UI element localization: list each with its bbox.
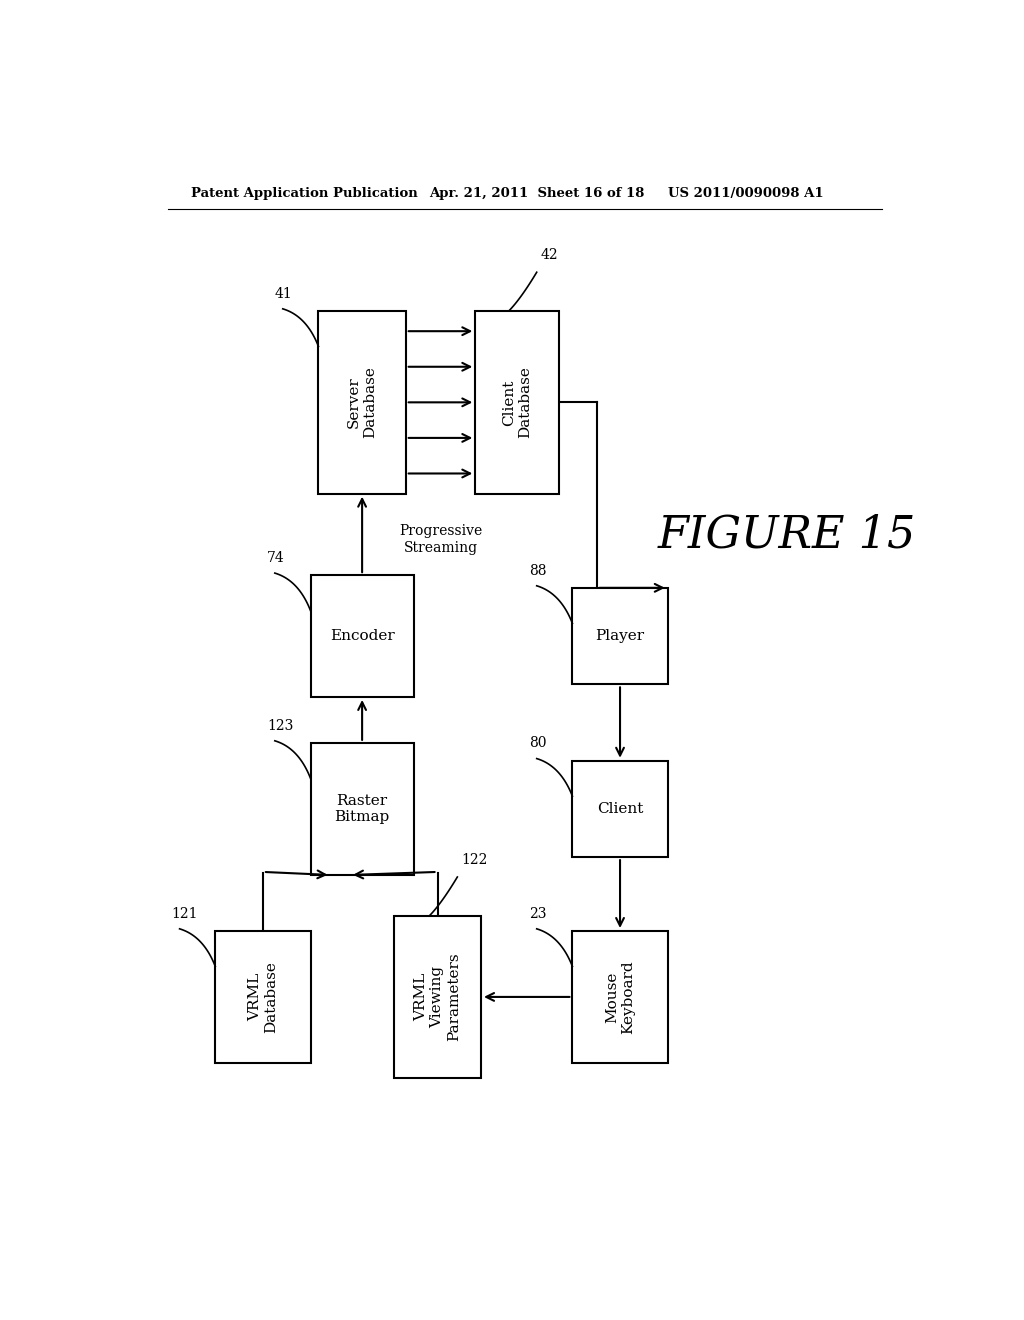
- Text: FIGURE 15: FIGURE 15: [657, 513, 915, 556]
- Text: Mouse
Keyboard: Mouse Keyboard: [605, 960, 635, 1034]
- Text: US 2011/0090098 A1: US 2011/0090098 A1: [668, 187, 823, 201]
- Bar: [572, 587, 668, 684]
- Text: Client: Client: [597, 801, 643, 816]
- Bar: [572, 760, 668, 857]
- Text: 41: 41: [274, 286, 293, 301]
- Text: 74: 74: [267, 550, 285, 565]
- Bar: [310, 743, 414, 875]
- Text: 88: 88: [528, 564, 546, 578]
- Text: Player: Player: [596, 630, 644, 643]
- Text: 80: 80: [528, 737, 546, 751]
- Text: Patent Application Publication: Patent Application Publication: [191, 187, 418, 201]
- Text: Server
Database: Server Database: [347, 367, 377, 438]
- Bar: [394, 916, 481, 1078]
- Text: Client
Database: Client Database: [502, 367, 531, 438]
- Text: 121: 121: [172, 907, 199, 921]
- Text: 122: 122: [462, 853, 487, 867]
- Text: Raster
Bitmap: Raster Bitmap: [335, 793, 390, 824]
- Bar: [215, 931, 310, 1063]
- Bar: [318, 312, 406, 494]
- Text: VRML
Viewing
Parameters: VRML Viewing Parameters: [415, 953, 461, 1041]
- Text: 42: 42: [541, 248, 558, 263]
- Text: Apr. 21, 2011  Sheet 16 of 18: Apr. 21, 2011 Sheet 16 of 18: [430, 187, 645, 201]
- Text: Encoder: Encoder: [330, 630, 394, 643]
- Text: 23: 23: [528, 907, 546, 921]
- Text: 123: 123: [267, 718, 293, 733]
- Text: Progressive
Streaming: Progressive Streaming: [399, 524, 482, 554]
- Text: VRML
Database: VRML Database: [248, 961, 278, 1032]
- Bar: [572, 931, 668, 1063]
- Bar: [310, 576, 414, 697]
- Bar: [475, 312, 558, 494]
